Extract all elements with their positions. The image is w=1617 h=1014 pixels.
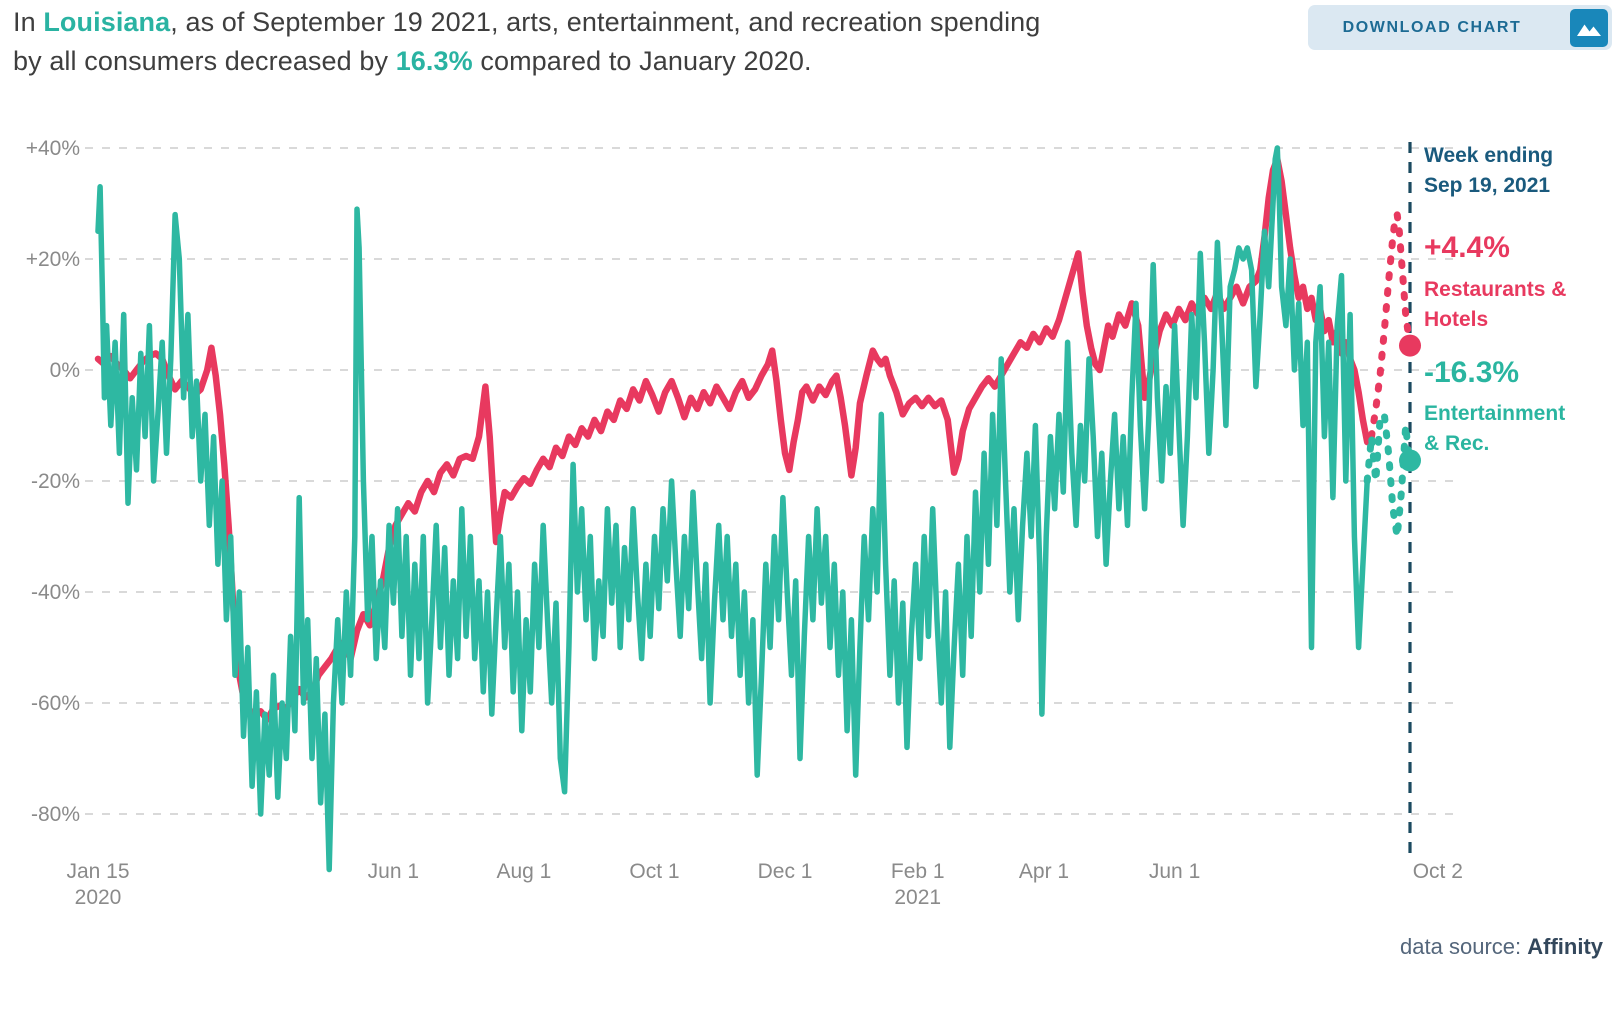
- entertainment-rec-end-dot: [1399, 449, 1421, 472]
- restaurants-hotels-end-dot: [1399, 334, 1421, 357]
- entertainment-rec-line-provisional: [1363, 410, 1414, 540]
- y-tick-label: -60%: [31, 692, 80, 715]
- y-tick-label: -40%: [31, 581, 80, 604]
- y-tick-label: -20%: [31, 470, 80, 493]
- restaurants-hotels-line-provisional: [1368, 211, 1414, 441]
- x-tick-label: Dec 1: [758, 860, 813, 883]
- y-tick-label: -80%: [31, 803, 80, 826]
- entertainment-rec-label: Entertainment & Rec.: [1424, 402, 1566, 455]
- x-tick-label: Jun 1: [368, 860, 419, 883]
- x-tick-label: Jan 15: [66, 860, 129, 883]
- download-chart-button[interactable]: DOWNLOAD CHART: [1308, 5, 1612, 50]
- y-tick-label: 0%: [50, 359, 80, 382]
- data-source: data source: Affinity: [1400, 934, 1603, 960]
- restaurants-hotels-value: +4.4%: [1424, 231, 1510, 264]
- download-chart-label: DOWNLOAD CHART: [1342, 18, 1522, 36]
- y-tick-label: +40%: [26, 137, 80, 160]
- data-source-name: Affinity: [1527, 934, 1603, 959]
- y-tick-label: +20%: [26, 248, 80, 271]
- x-tick-label: Aug 1: [496, 860, 551, 883]
- marker-label: Week ending Sep 19, 2021: [1424, 144, 1554, 197]
- x-tick-label: Apr 1: [1019, 860, 1069, 883]
- x-tick-label: Oct 2: [1413, 860, 1463, 883]
- data-source-label: data source:: [1400, 934, 1528, 959]
- x-tick-sublabel: 2020: [75, 886, 122, 909]
- entertainment-rec-value: -16.3%: [1424, 356, 1520, 389]
- x-tick-sublabel: 2021: [894, 886, 941, 909]
- entertainment-rec-line: [95, 145, 1370, 873]
- x-tick-label: Feb 1: [891, 860, 945, 883]
- image-chart-icon: [1570, 8, 1608, 47]
- x-tick-label: Jun 1: [1149, 860, 1200, 883]
- restaurants-hotels-label: Restaurants & Hotels: [1424, 278, 1567, 331]
- x-tick-label: Oct 1: [629, 860, 679, 883]
- page-title: In Louisiana, as of September 19 2021, a…: [13, 7, 1041, 76]
